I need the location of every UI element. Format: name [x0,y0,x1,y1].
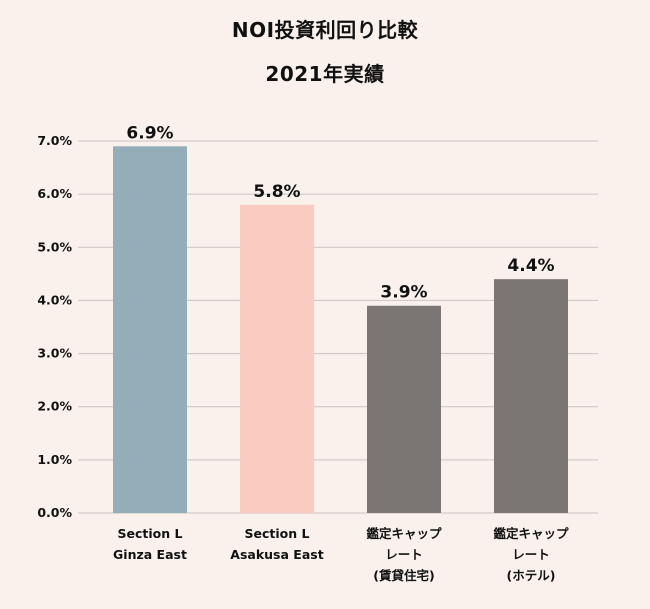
x-tick-label: Ginza East [113,547,187,562]
bar [113,146,187,514]
y-tick-label: 5.0% [37,239,72,254]
x-tick-label: レート [385,547,423,562]
y-tick-label: 1.0% [37,452,72,467]
x-tick-label: Section L [118,526,183,541]
x-tick-label: (ホテル) [507,568,556,583]
chart-subtitle: 2021年実績 [265,62,385,86]
x-tick-label: Asakusa East [230,547,323,562]
x-tick-label: (賃貸住宅) [373,568,434,583]
y-tick-label: 3.0% [37,346,72,361]
value-label: 3.9% [380,283,427,303]
value-label: 6.9% [126,123,173,143]
x-tick-label: Section L [245,526,310,541]
bar [240,204,314,513]
bar [494,279,568,513]
x-tick-label: レート [512,547,550,562]
y-tick-label: 7.0% [37,133,72,148]
value-label: 4.4% [507,256,554,276]
bar [367,305,441,513]
x-tick-label: 鑑定キャップ [493,526,569,541]
y-tick-label: 6.0% [37,186,72,201]
y-tick-label: 0.0% [37,505,72,520]
value-label: 5.8% [253,182,300,202]
x-tick-label: 鑑定キャップ [366,526,442,541]
y-tick-label: 2.0% [37,399,72,414]
chart-title: NOI投資利回り比較 [231,18,419,42]
y-tick-label: 4.0% [37,292,72,307]
